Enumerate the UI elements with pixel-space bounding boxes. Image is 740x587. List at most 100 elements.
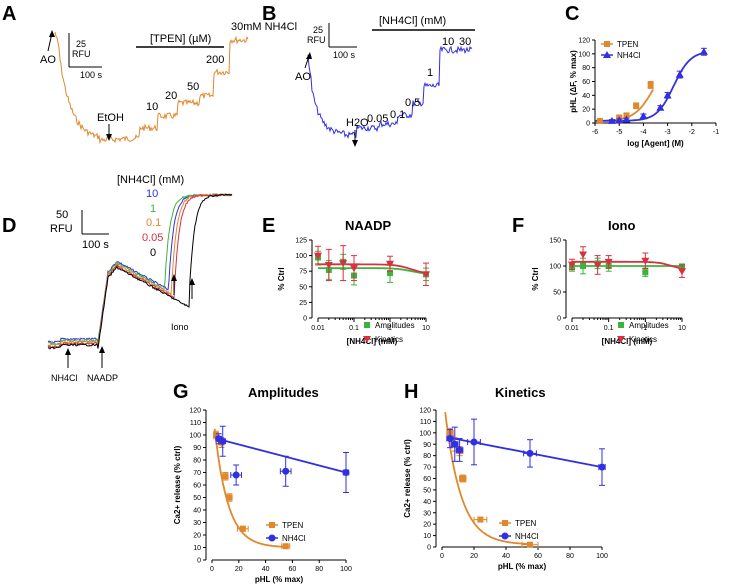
title-f: Iono bbox=[608, 218, 635, 233]
d-conc-0: 0 bbox=[150, 247, 156, 259]
tpen-bracket-label: [TPEN] (µM) bbox=[150, 33, 211, 45]
c-point-NH4Cl-6 bbox=[675, 70, 684, 78]
e-ytick-label-75: 75 bbox=[299, 269, 307, 276]
panel-label-b: B bbox=[262, 3, 276, 25]
nh4cl-conc-0.5: 0.5 bbox=[405, 97, 420, 109]
panel-label-d: D bbox=[2, 215, 16, 237]
g-ytick-label-80: 80 bbox=[193, 458, 201, 465]
h-xtick-label-40: 40 bbox=[502, 553, 510, 560]
f-point-Kinetics-1 bbox=[579, 251, 588, 259]
g-point-NH4Cl-1 bbox=[219, 437, 227, 445]
iono-label: Iono bbox=[171, 322, 189, 332]
c-point-TPEN-2 bbox=[623, 112, 630, 119]
g-ytick-label-0: 0 bbox=[197, 558, 201, 565]
e-point-Kinetics-4 bbox=[386, 260, 394, 268]
h-ytick-label-80: 80 bbox=[423, 453, 431, 460]
h-legend-tpen: TPEN bbox=[515, 519, 537, 528]
traces-d bbox=[47, 193, 233, 350]
c-xtick-label--4: -4 bbox=[640, 129, 646, 136]
h-xtick-label-60: 60 bbox=[534, 553, 542, 560]
f-legend-marker-kin bbox=[617, 336, 625, 343]
d-conc-1: 1 bbox=[150, 203, 156, 215]
g-point-NH4Cl-2 bbox=[232, 471, 240, 479]
e-xtick-label-0.01: 0.01 bbox=[311, 325, 325, 332]
c-xtick-label--6: -6 bbox=[592, 129, 598, 136]
scale-b-y-unit: RFU bbox=[307, 35, 326, 45]
f-point-Kinetics-5 bbox=[678, 268, 686, 276]
f-legend-amp: Amplitudes bbox=[629, 321, 669, 330]
h-y-title: Ca2+ release (% ctrl) bbox=[403, 439, 412, 518]
panel-c: C -6 -5 -4 -3 -2 -1 0 20 40 60 80 100 120 log [Agent]… bbox=[565, 3, 719, 148]
h-ytick-label-90: 90 bbox=[423, 442, 431, 449]
f-xtick-label-0.1: 0.1 bbox=[604, 325, 614, 332]
g-ytick-label-50: 50 bbox=[193, 495, 201, 502]
e-xtick-label-1: 1 bbox=[388, 325, 392, 332]
e-legend-kin: Kinetics bbox=[375, 335, 403, 344]
e-xtick-label-10: 10 bbox=[422, 325, 430, 332]
c-ytick-label-0: 0 bbox=[586, 121, 590, 128]
title-h: Kinetics bbox=[495, 385, 546, 400]
title-e: NAADP bbox=[345, 218, 392, 233]
h-point-NH4Cl-1 bbox=[451, 440, 459, 448]
e-ytick-label-100: 100 bbox=[295, 253, 307, 260]
e-point-Kinetics-2 bbox=[339, 260, 348, 268]
h-ytick-label-100: 100 bbox=[419, 430, 431, 437]
h-ytick-label-30: 30 bbox=[423, 510, 431, 517]
f-x-title: [NH4Cl] (mM) bbox=[602, 337, 653, 346]
g-point-TPEN-5 bbox=[282, 543, 289, 550]
c-point-NH4Cl-7 bbox=[699, 47, 708, 55]
tpen-conc-50: 50 bbox=[187, 81, 199, 93]
f-point-Kinetics-0 bbox=[568, 261, 576, 269]
f-point-Kinetics-2 bbox=[593, 261, 602, 269]
h2o-label: H2O bbox=[346, 117, 369, 129]
g-legend-tpen: TPEN bbox=[282, 521, 304, 530]
g-xtick-label-40: 40 bbox=[262, 566, 270, 573]
scale-b-y-value: 25 bbox=[313, 25, 323, 35]
nh4cl-bracket-label-b: [NH4Cl] (mM) bbox=[379, 15, 446, 27]
c-ytick-label-60: 60 bbox=[582, 79, 590, 86]
ao-label-b: AO bbox=[295, 71, 311, 83]
nh4cl-conc-0.1: 0.1 bbox=[390, 109, 405, 121]
panel-label-c: C bbox=[565, 3, 579, 25]
g-xtick-label-20: 20 bbox=[235, 566, 243, 573]
trace-b bbox=[307, 45, 473, 139]
nh4cl-label-d: NH4Cl bbox=[51, 373, 78, 383]
g-ytick-label-30: 30 bbox=[193, 520, 201, 527]
f-ytick-label-100: 100 bbox=[549, 264, 561, 271]
f-legend-marker-amp bbox=[618, 322, 624, 328]
e-ytick-label-25: 25 bbox=[299, 300, 307, 307]
h-xtick-label-80: 80 bbox=[566, 553, 574, 560]
e-x-title: [NH4Cl] (mM) bbox=[347, 337, 398, 346]
h-legend-nh4cl: NH4Cl bbox=[515, 532, 539, 541]
g-fit-nh4cl bbox=[217, 438, 347, 474]
h-ytick-label-70: 70 bbox=[423, 465, 431, 472]
f-ytick-label-150: 150 bbox=[549, 238, 561, 245]
h-point-TPEN-3 bbox=[459, 475, 466, 482]
e-point-Kinetics-0 bbox=[314, 252, 322, 260]
etoh-label: EtOH bbox=[97, 112, 124, 124]
g-point-TPEN-0 bbox=[213, 432, 220, 438]
c-point-NH4Cl-2 bbox=[622, 115, 631, 123]
g-ytick-label-60: 60 bbox=[193, 483, 201, 490]
panel-label-g: G bbox=[173, 381, 189, 403]
h-point-NH4Cl-2 bbox=[456, 446, 464, 454]
panel-d: D [NH4Cl] (mM) 10 1 0.1 0.05 0 50 RFU 10… bbox=[2, 174, 233, 383]
panel-h: H Kinetics 0 20 40 60 80 100 0 10 20 30 40 50 60 70 80… bbox=[403, 381, 608, 571]
h-xtick-label-20: 20 bbox=[470, 553, 478, 560]
h-ytick-label-120: 120 bbox=[419, 408, 431, 415]
c-point-TPEN-0 bbox=[596, 117, 603, 124]
naadp-label: NAADP bbox=[87, 373, 118, 383]
g-point-NH4Cl-4 bbox=[342, 469, 350, 476]
tpen-conc-200: 200 bbox=[206, 54, 224, 66]
h-xtick-label-100: 100 bbox=[596, 553, 608, 560]
c-ytick-label-40: 40 bbox=[582, 93, 590, 100]
g-ytick-label-110: 110 bbox=[190, 420, 201, 427]
c-ytick-label-80: 80 bbox=[582, 65, 590, 72]
etoh-arrowhead bbox=[106, 134, 112, 141]
h-ytick-label-0: 0 bbox=[427, 545, 431, 552]
g-fit-tpen bbox=[213, 428, 288, 548]
c-point-TPEN-4 bbox=[647, 81, 654, 88]
g-ytick-label-10: 10 bbox=[193, 545, 201, 552]
